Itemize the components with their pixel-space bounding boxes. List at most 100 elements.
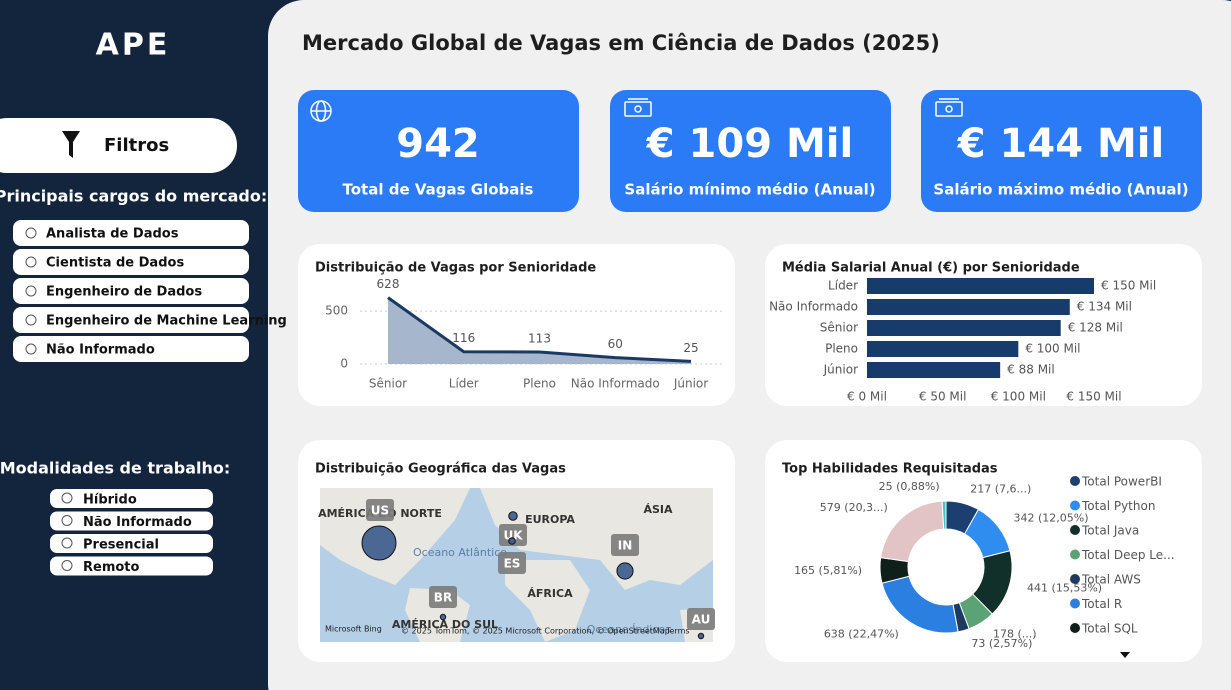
data-label: € 88 Mil [1007, 363, 1055, 377]
x-tick-label: Pleno [523, 377, 556, 391]
data-label: € 134 Mil [1077, 300, 1132, 314]
chart-title: Distribuição Geográfica das Vagas [315, 462, 566, 477]
option-label[interactable]: Analista de Dados [46, 227, 179, 242]
funnel-icon [62, 131, 80, 158]
chart-title: Distribuição de Vagas por Senioridade [315, 261, 596, 276]
filter-option[interactable] [50, 489, 213, 508]
filter-button[interactable] [0, 118, 237, 173]
data-label: 638 (22,47%) [824, 627, 899, 640]
country-label: IN [618, 539, 633, 553]
x-tick-label: Não Informado [571, 377, 660, 391]
legend-label: Total PowerBI [1081, 475, 1162, 489]
y-tick-label: 0 [340, 357, 348, 371]
data-label: € 150 Mil [1101, 279, 1156, 293]
bubble [508, 537, 516, 545]
bar [867, 320, 1061, 336]
option-label[interactable]: Engenheiro de Dados [46, 285, 202, 300]
y-tick-label: Júnior [823, 363, 858, 377]
option-label[interactable]: Engenheiro de Machine Learning [46, 314, 287, 329]
legend-swatch [1070, 476, 1080, 486]
attribution: Microsoft Bing [325, 625, 382, 634]
y-tick-label: Sênior [820, 321, 858, 335]
bubble [508, 511, 518, 521]
x-tick-label: € 100 Mil [991, 390, 1046, 404]
region-label: AMÉRICA DO SUL [392, 618, 498, 631]
legend-label: Total Java [1081, 524, 1139, 538]
filter-option[interactable] [50, 511, 213, 531]
globe-icon [310, 100, 332, 122]
data-label: 628 [377, 277, 400, 291]
legend-label: Total Deep Le... [1081, 548, 1175, 562]
option-label[interactable]: Não Informado [46, 343, 155, 358]
y-tick-label: Não Informado [769, 300, 858, 314]
filter-option[interactable] [50, 534, 213, 553]
country-label: AU [692, 613, 711, 627]
region-label: ÁSIA [643, 503, 673, 516]
x-tick-label: € 0 Mil [847, 390, 887, 404]
country-label: US [371, 504, 389, 518]
legend-swatch [1070, 549, 1080, 560]
country-tag [366, 499, 394, 521]
country-tag [498, 552, 526, 574]
bar [867, 341, 1019, 357]
bubble [439, 613, 447, 621]
radio [61, 492, 73, 504]
y-tick-label: Líder [828, 279, 858, 293]
filter-option[interactable] [13, 220, 249, 246]
donut-slice [941, 500, 947, 530]
data-label: € 100 Mil [1025, 342, 1080, 356]
legend-label: Total SQL [1081, 622, 1138, 636]
option-label[interactable]: Remoto [83, 560, 140, 575]
legend-label: Total AWS [1081, 573, 1141, 587]
x-tick-label: € 150 Mil [1066, 390, 1121, 404]
y-tick-label: Pleno [825, 342, 858, 356]
filter-label[interactable]: Filtros [104, 135, 169, 156]
data-label: 165 (5,81%) [794, 564, 862, 577]
bar [867, 278, 1094, 294]
x-tick-label: Sênior [369, 377, 407, 391]
area [388, 297, 691, 364]
bubble [697, 632, 705, 640]
filter-option[interactable] [13, 307, 249, 333]
kpi-value: 942 [396, 121, 480, 167]
legend-swatch [1070, 525, 1080, 535]
option-label[interactable]: Presencial [83, 538, 159, 553]
radio [61, 537, 73, 549]
line [387, 296, 692, 363]
country-label: UK [503, 529, 523, 543]
money-icon [935, 98, 963, 117]
kpi-value: € 109 Mil [646, 121, 853, 167]
option-label[interactable]: Não Informado [83, 515, 192, 530]
data-label: € 128 Mil [1068, 321, 1123, 335]
country-tag [611, 534, 639, 556]
radio [25, 314, 37, 326]
kpi-label: Total de Vagas Globais [343, 181, 534, 199]
region-label: Oceano Atlântico [413, 546, 507, 559]
filter-option[interactable] [13, 278, 249, 304]
attribution: © 2025 TomTom, © 2025 Microsoft Corporat… [401, 627, 670, 636]
section-title: Modalidades de trabalho: [0, 459, 230, 478]
option-label[interactable]: Híbrido [83, 493, 137, 508]
x-tick-label: Júnior [673, 377, 708, 391]
region-label: ÁFRICA [527, 587, 573, 600]
data-label: 342 (12,05%) [1014, 511, 1089, 524]
filter-option[interactable] [13, 336, 249, 362]
section-title: Principais cargos do mercado: [0, 187, 267, 206]
radio [61, 515, 73, 526]
kpi-label: Salário máximo médio (Anual) [933, 181, 1188, 199]
kpi-card [610, 90, 891, 212]
filter-option[interactable] [50, 556, 213, 576]
logo: APE [96, 28, 171, 63]
scroll-arrow[interactable] [1120, 652, 1130, 658]
filter-option[interactable] [13, 249, 249, 275]
bar [867, 299, 1070, 315]
option-label[interactable]: Cientista de Dados [46, 256, 184, 271]
data-label: 441 (15,53%) [1027, 581, 1102, 594]
x-tick-label: Líder [449, 377, 479, 391]
kpi-card [298, 90, 579, 212]
data-label: 579 (20,3...) [820, 501, 888, 514]
data-label: 178 (...) [993, 627, 1037, 640]
data-label: 25 (0,88%) [879, 480, 940, 493]
country-tag [499, 524, 527, 546]
